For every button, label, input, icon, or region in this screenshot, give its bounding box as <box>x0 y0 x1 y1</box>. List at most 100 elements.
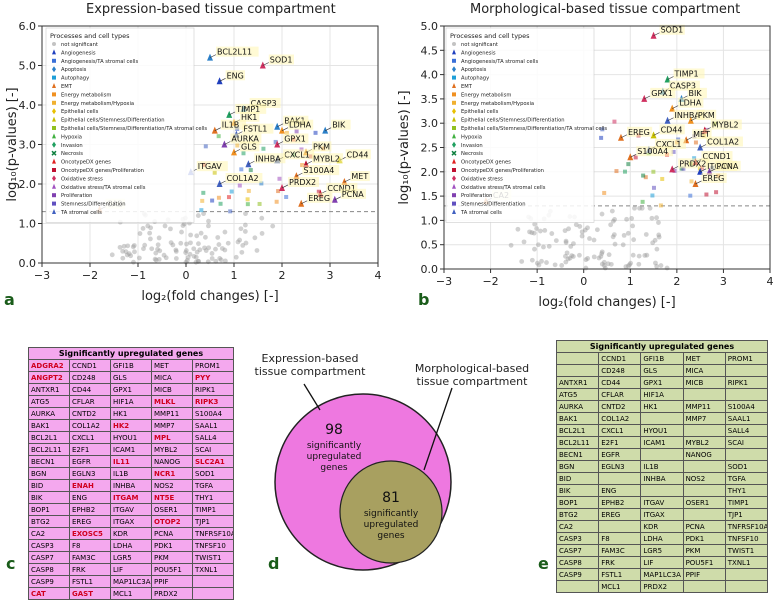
gene-cell: EPHB2 <box>598 496 642 509</box>
point-not-significant <box>608 222 614 228</box>
point-not-significant <box>183 250 189 255</box>
point-significant <box>300 163 305 168</box>
gene-cell: F8 <box>598 532 642 545</box>
legend-item-label: OncotypeDX genes/Proliferation <box>61 168 144 174</box>
legend-marker <box>452 58 456 63</box>
gene-cell: HK2 <box>110 419 152 432</box>
gene-cell: RIPK3 <box>192 395 234 408</box>
point-timp1 <box>226 110 233 118</box>
point-not-significant <box>636 261 642 267</box>
label-leader <box>630 153 637 158</box>
y-axis-label: log₁₀(p-values) [-] <box>5 87 20 201</box>
y-tick-label: 3.0 <box>421 117 439 130</box>
gene-cell: MMP11 <box>682 400 726 413</box>
point-not-significant <box>243 240 249 246</box>
label-cd44: CD44 <box>661 125 683 134</box>
table-row: ANTXR1 CD44 GPX1 MICB RIPK1 <box>555 376 769 389</box>
point-not-significant <box>611 232 617 238</box>
point-not-significant <box>132 249 137 255</box>
table-row: BCL2L11 E2F1 ICAM1 MYBL2 SCAI <box>555 436 769 449</box>
point-significant <box>201 190 206 195</box>
label-highlight <box>307 192 333 203</box>
label-ereg: EREG <box>628 128 650 137</box>
label-met: MET <box>351 172 368 181</box>
legend-marker <box>452 126 456 130</box>
point-significant <box>316 189 321 194</box>
point-not-significant <box>579 229 585 235</box>
legend-item-label: Apoptosis <box>461 67 487 73</box>
gene-cell: TXNL1 <box>724 556 769 569</box>
label-leader <box>277 141 284 145</box>
point-not-significant <box>201 211 206 217</box>
legend-item-label: Epithelial cells/Stemness/Differentiatio… <box>461 126 607 132</box>
legend-item-label: Oxidative stress/TA stromal cells <box>461 185 546 191</box>
point-not-significant <box>187 251 193 257</box>
table-row: CASP7 FAM3C LGR5 PKM TWIST1 <box>28 551 234 564</box>
point-significant <box>651 185 656 190</box>
gene-cell: MAP1LC3A <box>640 568 684 581</box>
gene-cell: PKM <box>151 551 193 564</box>
legend-item-label: Stemness/Differentiation <box>461 202 526 208</box>
point-not-significant <box>610 234 616 240</box>
point-not-significant <box>196 241 201 247</box>
legend-marker <box>52 116 56 122</box>
point-not-significant <box>242 229 248 234</box>
table-row: ANTXR1 CD44 GPX1 MICB RIPK1 <box>28 383 234 396</box>
table-row: BCL2L1 CXCL1 HYOU1 MPL SALL4 <box>28 431 234 444</box>
point-significant <box>241 151 246 156</box>
point-not-significant <box>259 231 265 236</box>
x-tick-label: 3 <box>720 275 727 288</box>
point-not-significant <box>117 244 123 250</box>
legend-item-label: Stemness/Differentiation <box>61 202 126 208</box>
gene-cell: COL1A2 <box>69 419 111 432</box>
point-not-significant <box>639 205 645 211</box>
label-highlight <box>626 126 653 137</box>
gene-cell: BGN <box>28 467 70 480</box>
table-row: CASP8 FRK LIF POU5F1 TXNL1 <box>555 556 769 569</box>
gene-cell: THY1 <box>724 484 769 497</box>
point-significant <box>658 203 663 208</box>
gene-cell: ENG <box>69 491 111 504</box>
legend-marker <box>452 168 456 172</box>
gene-cell: FSTL1 <box>598 568 642 581</box>
gene-cell: PCNA <box>151 527 193 540</box>
label-pcna: PCNA <box>716 162 738 171</box>
point-not-significant <box>153 250 159 256</box>
point-significant <box>660 176 665 181</box>
point-not-significant <box>562 228 568 234</box>
point-not-significant <box>643 232 649 237</box>
point-not-significant <box>664 265 670 271</box>
gene-cell: TNFSF10 <box>192 539 234 552</box>
label-pcna: PCNA <box>342 190 364 199</box>
panel-letter-c: c <box>6 554 16 573</box>
legend-item-label: TA stromal cells <box>60 210 102 216</box>
gene-cell: GLS <box>640 364 684 377</box>
label-ldha: LDHA <box>679 99 702 108</box>
point-not-significant <box>137 231 143 236</box>
label-col1a2: COL1A2 <box>707 138 739 147</box>
point-inhba <box>245 160 252 168</box>
gene-cell: CASP3 <box>555 532 600 545</box>
point-not-significant <box>198 230 204 236</box>
gene-cell: CD44 <box>598 376 642 389</box>
point-not-significant <box>532 246 537 252</box>
label-casp3: CASP3 <box>670 82 696 91</box>
point-not-significant <box>535 242 541 248</box>
point-not-significant <box>627 262 633 268</box>
table-title: Significantly upregulated genes <box>556 340 768 353</box>
table-row: BOP1 EPHB2 ITGAV OSER1 TIMP1 <box>28 503 234 516</box>
venn-inner-count: 81 <box>382 490 400 506</box>
gene-cell: PROM1 <box>724 352 769 365</box>
legend-marker <box>52 158 56 164</box>
point-not-significant <box>184 241 189 247</box>
venn-inner-label-line1: Morphological-based <box>415 362 529 375</box>
gene-cell: HK1 <box>110 407 152 420</box>
point-not-significant <box>594 227 600 233</box>
point-il1b <box>211 126 218 134</box>
legend-marker <box>452 116 456 122</box>
point-not-significant <box>243 211 248 217</box>
gene-cell: CNTD2 <box>598 400 642 413</box>
point-not-significant <box>656 232 662 238</box>
point-not-significant <box>219 246 225 251</box>
gene-cell: SALL4 <box>192 431 234 444</box>
